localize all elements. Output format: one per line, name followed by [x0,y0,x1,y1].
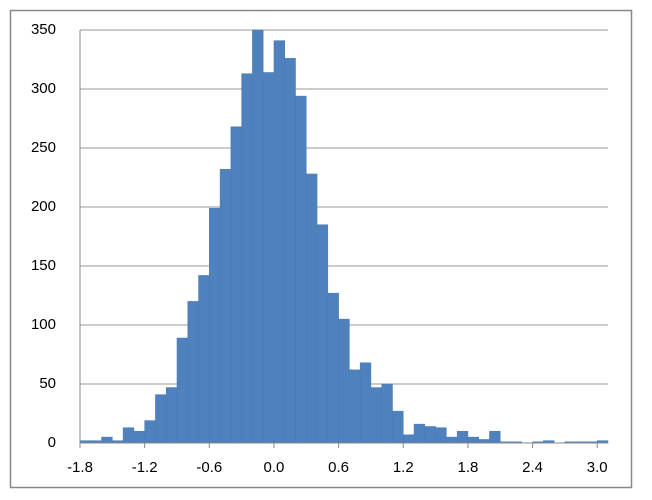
y-tick-label: 200 [31,198,56,215]
y-tick-label: 150 [31,257,56,274]
bar [155,394,167,444]
bar [273,40,285,444]
x-tick-label: 3.0 [587,459,608,476]
bar [424,426,436,444]
bar [435,427,447,444]
y-tick-label: 300 [31,80,56,97]
bar [467,436,479,444]
x-tick-label: 0.0 [264,459,285,476]
x-tick-label: 0.6 [328,459,349,476]
bar [262,72,275,444]
bar [252,29,264,444]
bar [359,362,372,444]
bar [133,430,145,444]
bar [456,430,469,444]
bar [241,73,253,444]
y-tick-label: 350 [31,21,56,38]
y-tick-label: 100 [31,316,56,333]
bar [198,275,210,444]
bar [122,427,135,444]
bar [370,387,382,444]
x-tick-label: -1.2 [132,459,158,476]
bar [478,439,490,444]
bar [187,301,199,444]
bar [413,423,426,444]
bar [489,430,501,444]
y-tick-label: 0 [48,434,56,451]
bar [101,436,113,444]
x-tick-label: -1.8 [67,459,93,476]
bar [165,387,178,444]
bar [403,434,415,444]
bar [144,420,156,444]
bar [284,58,296,444]
x-tick-label: 1.2 [393,459,414,476]
bar [306,173,318,444]
bar [392,410,404,444]
x-tick-label: 2.4 [522,459,543,476]
bar [349,369,361,444]
bar [446,436,458,444]
bar [176,337,189,444]
bar [338,318,350,444]
bar [219,168,232,444]
y-tick-label: 50 [39,375,56,392]
bar [381,383,393,444]
bar [230,126,242,444]
bar [327,292,339,444]
bar [209,207,221,444]
x-tick-label: -0.6 [196,459,222,476]
bar [295,95,307,444]
x-tick-label: 1.8 [457,459,478,476]
bar [316,224,329,444]
y-tick-label: 250 [31,139,56,156]
